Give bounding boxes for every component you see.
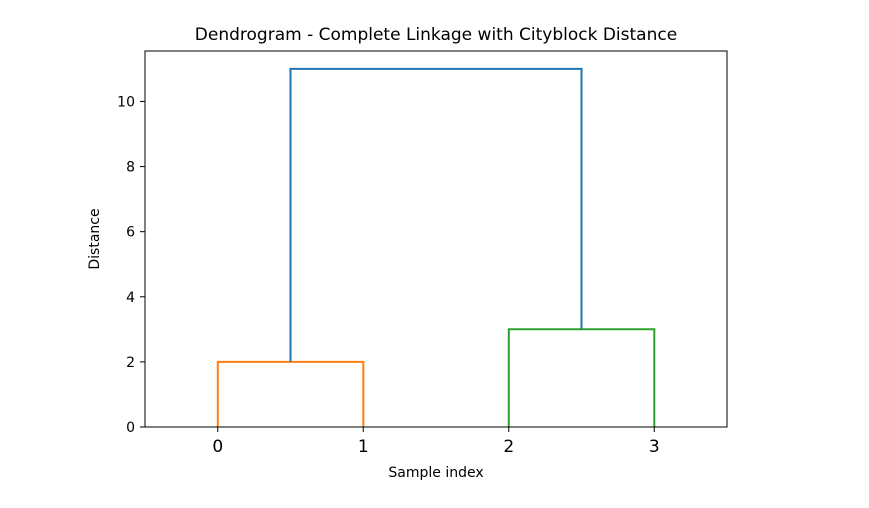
y-tick-label: 8 — [126, 160, 135, 176]
plot-area — [216, 67, 656, 427]
dendrogram-link-0 — [216, 360, 365, 427]
y-tick-label: 4 — [126, 290, 135, 306]
chart-title: Dendrogram - Complete Linkage with Cityb… — [195, 25, 677, 45]
y-tick-label: 6 — [126, 225, 135, 241]
y-tick-label: 10 — [117, 94, 135, 110]
y-tick-label: 2 — [126, 355, 135, 371]
dendrogram-link-2 — [289, 67, 583, 362]
x-tick-label: 3 — [649, 437, 660, 457]
x-tick-label: 0 — [212, 437, 223, 457]
x-axis: 0 1 2 3 — [212, 427, 660, 457]
y-axis-label: Distance — [87, 208, 103, 269]
y-tick-label: 0 — [126, 420, 135, 436]
x-axis-label: Sample index — [388, 465, 483, 481]
x-tick-label: 1 — [358, 437, 369, 457]
y-axis: 0 2 4 6 8 10 — [117, 94, 145, 436]
dendrogram-link-1 — [507, 328, 656, 427]
x-tick-label: 2 — [503, 437, 514, 457]
axes-frame — [144, 50, 728, 428]
